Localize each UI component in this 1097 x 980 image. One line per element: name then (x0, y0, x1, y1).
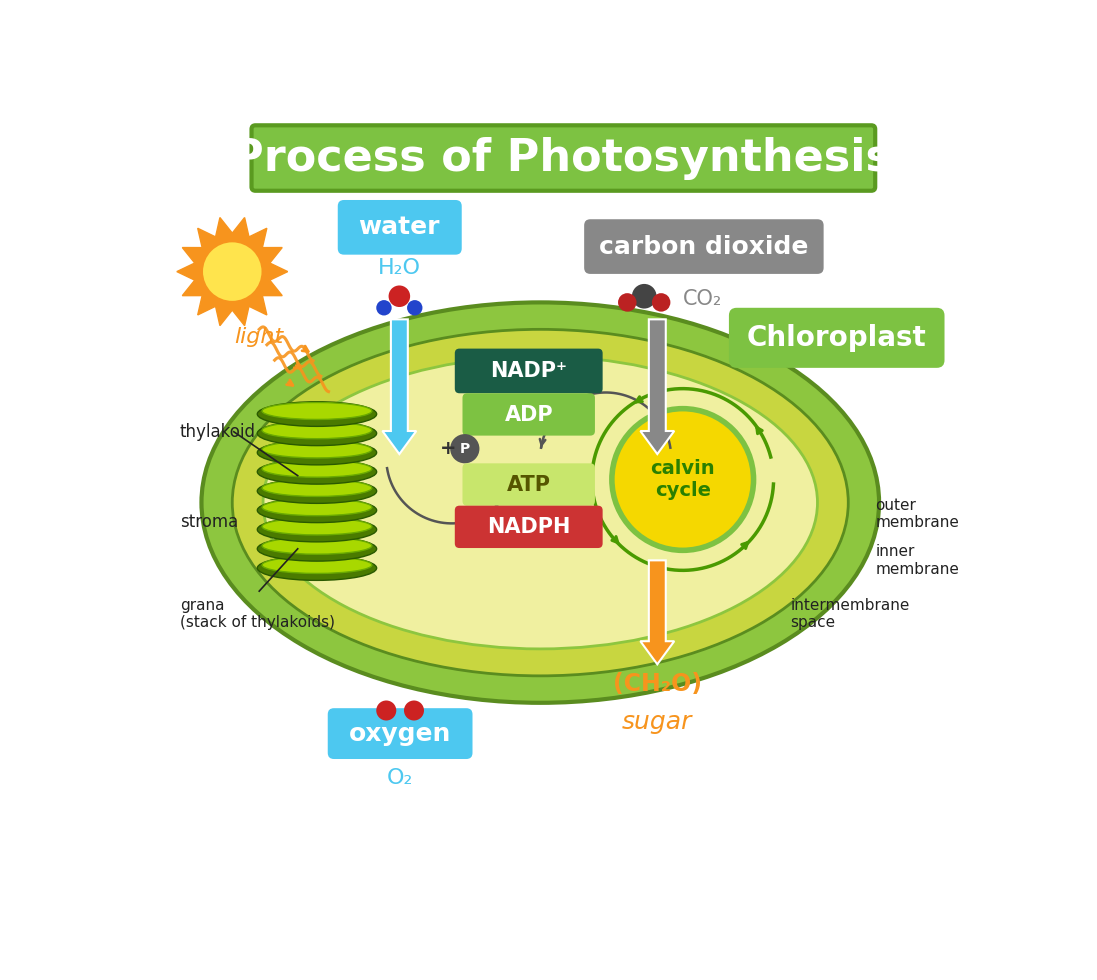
Text: outer
membrane: outer membrane (875, 498, 959, 530)
Circle shape (376, 701, 396, 720)
Ellipse shape (258, 460, 376, 484)
Ellipse shape (262, 421, 372, 439)
Circle shape (618, 293, 636, 312)
FancyBboxPatch shape (463, 393, 595, 435)
Ellipse shape (258, 536, 376, 562)
Text: water: water (359, 215, 440, 239)
Text: inner
membrane: inner membrane (875, 544, 959, 576)
Text: thylakoid: thylakoid (180, 422, 256, 441)
FancyArrow shape (383, 319, 416, 454)
Ellipse shape (262, 441, 372, 458)
Ellipse shape (263, 357, 817, 649)
Ellipse shape (262, 499, 372, 515)
Circle shape (203, 242, 261, 301)
Circle shape (388, 285, 410, 307)
Circle shape (450, 434, 479, 464)
Ellipse shape (258, 421, 376, 446)
Text: Process of Photosynthesis: Process of Photosynthesis (231, 137, 892, 180)
FancyBboxPatch shape (338, 200, 462, 255)
Text: O₂: O₂ (387, 768, 414, 788)
Text: NADP⁺: NADP⁺ (490, 361, 567, 381)
Text: H₂O: H₂O (377, 258, 421, 277)
Ellipse shape (233, 329, 848, 676)
Text: light: light (235, 327, 284, 347)
FancyBboxPatch shape (328, 709, 473, 759)
Ellipse shape (262, 518, 372, 535)
FancyBboxPatch shape (455, 506, 602, 548)
FancyArrow shape (641, 319, 675, 454)
Ellipse shape (262, 403, 372, 419)
Ellipse shape (258, 556, 376, 580)
Text: stroma: stroma (180, 513, 238, 531)
Circle shape (632, 284, 656, 309)
Ellipse shape (258, 479, 376, 504)
Text: ADP: ADP (505, 405, 553, 424)
FancyBboxPatch shape (728, 308, 945, 368)
Text: CO₂: CO₂ (682, 289, 722, 310)
Ellipse shape (262, 537, 372, 555)
Text: carbon dioxide: carbon dioxide (599, 235, 808, 259)
FancyBboxPatch shape (455, 349, 602, 393)
Polygon shape (177, 218, 287, 325)
Text: intermembrane
space: intermembrane space (791, 598, 909, 630)
Circle shape (612, 409, 754, 551)
Text: ATP: ATP (507, 475, 551, 495)
Text: (CH₂O): (CH₂O) (613, 671, 702, 696)
Circle shape (404, 701, 425, 720)
Ellipse shape (258, 498, 376, 522)
Text: oxygen: oxygen (349, 721, 451, 746)
FancyBboxPatch shape (463, 464, 595, 506)
Ellipse shape (262, 479, 372, 497)
Ellipse shape (202, 303, 879, 703)
FancyBboxPatch shape (585, 220, 824, 274)
Circle shape (376, 300, 392, 316)
Text: sugar: sugar (622, 710, 692, 734)
Ellipse shape (258, 517, 376, 542)
FancyBboxPatch shape (251, 125, 875, 191)
FancyArrow shape (641, 561, 675, 664)
Text: NADPH: NADPH (487, 517, 570, 537)
Text: calvin
cycle: calvin cycle (651, 459, 715, 500)
Ellipse shape (262, 461, 372, 477)
Text: grana
(stack of thylakoids): grana (stack of thylakoids) (180, 598, 335, 630)
Ellipse shape (258, 440, 376, 465)
Ellipse shape (262, 557, 372, 573)
Circle shape (652, 293, 670, 312)
Text: Chloroplast: Chloroplast (747, 323, 927, 352)
Text: +: + (440, 439, 456, 459)
Text: P: P (460, 442, 470, 456)
Circle shape (407, 300, 422, 316)
Ellipse shape (258, 402, 376, 426)
